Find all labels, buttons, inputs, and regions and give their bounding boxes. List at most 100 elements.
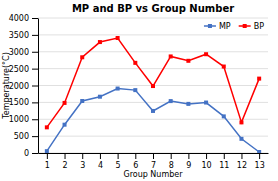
grid-line bbox=[38, 34, 268, 35]
tick-label: 3500 bbox=[9, 31, 29, 40]
tick: 4 bbox=[98, 153, 103, 170]
tick-label: 2 bbox=[62, 161, 67, 170]
tick-label: 1500 bbox=[9, 98, 29, 107]
tick-label: 2500 bbox=[9, 65, 29, 74]
tick-mark bbox=[32, 35, 38, 36]
point-marker bbox=[133, 61, 137, 65]
tick-mark bbox=[171, 153, 172, 159]
tick-mark bbox=[153, 153, 154, 159]
point-marker bbox=[133, 88, 137, 92]
tick-label: 7 bbox=[151, 161, 156, 170]
tick: 2000 bbox=[9, 82, 38, 91]
tick: 0 bbox=[24, 149, 38, 158]
point-marker bbox=[151, 109, 155, 113]
tick-mark bbox=[118, 153, 119, 159]
tick-label: 10 bbox=[201, 161, 211, 170]
tick: 6 bbox=[133, 153, 138, 170]
legend-label: MP bbox=[219, 22, 231, 31]
y-axis: 05001000150020002500300035004000 bbox=[9, 14, 39, 158]
point-marker bbox=[257, 150, 261, 153]
tick-label: 5 bbox=[116, 161, 121, 170]
tick-label: 3000 bbox=[9, 48, 29, 57]
tick-label: 0 bbox=[24, 149, 29, 158]
tick: 1 bbox=[45, 153, 50, 170]
tick-mark bbox=[241, 153, 242, 159]
tick-mark bbox=[259, 153, 260, 159]
tick-label: 9 bbox=[186, 161, 191, 170]
point-marker bbox=[169, 54, 173, 58]
tick-mark bbox=[135, 153, 136, 159]
tick-mark bbox=[32, 153, 38, 154]
tick-label: 2000 bbox=[9, 82, 29, 91]
tick: 3500 bbox=[9, 31, 38, 40]
tick-label: 8 bbox=[169, 161, 174, 170]
tick: 1000 bbox=[9, 115, 38, 124]
grid-line bbox=[38, 136, 268, 137]
grid-line bbox=[38, 51, 268, 52]
tick-label: 500 bbox=[14, 132, 29, 141]
legend-label: BP bbox=[254, 22, 264, 31]
tick: 500 bbox=[14, 132, 38, 141]
point-marker bbox=[63, 123, 67, 127]
tick-mark bbox=[65, 153, 66, 159]
marks bbox=[45, 36, 261, 153]
x-axis-title: Group Number bbox=[123, 170, 183, 179]
legend-marker bbox=[208, 24, 212, 28]
grid-line bbox=[38, 119, 268, 120]
grid-line bbox=[38, 68, 268, 69]
tick: 2 bbox=[62, 153, 67, 170]
point-marker bbox=[169, 99, 173, 103]
axis-line bbox=[38, 19, 39, 154]
tick-mark bbox=[206, 153, 207, 159]
tick-mark bbox=[32, 136, 38, 137]
point-marker bbox=[151, 84, 155, 88]
point-marker bbox=[204, 101, 208, 105]
point-marker bbox=[63, 101, 67, 105]
point-marker bbox=[116, 36, 120, 40]
point-marker bbox=[45, 149, 49, 153]
point-marker bbox=[80, 55, 84, 59]
tick: 5 bbox=[116, 153, 121, 170]
tick-mark bbox=[47, 153, 48, 159]
point-marker bbox=[257, 77, 261, 81]
tick: 8 bbox=[169, 153, 174, 170]
legend: MP BP bbox=[204, 22, 264, 31]
point-marker bbox=[80, 99, 84, 103]
tick: 10 bbox=[201, 153, 211, 170]
point-marker bbox=[204, 52, 208, 56]
tick: 7 bbox=[151, 153, 156, 170]
tick-mark bbox=[32, 86, 38, 87]
point-marker bbox=[116, 87, 120, 91]
y-axis-title: Temperature(°C) bbox=[2, 52, 11, 120]
tick: 13 bbox=[255, 153, 265, 170]
tick-mark bbox=[32, 18, 38, 19]
tick: 3000 bbox=[9, 48, 38, 57]
x-axis: 12345678910111213 bbox=[39, 153, 269, 170]
chart: 1234567891011121305001000150020002500300… bbox=[0, 0, 278, 181]
grid bbox=[38, 18, 268, 153]
point-marker bbox=[239, 120, 243, 124]
tick-mark bbox=[82, 153, 83, 159]
tick-mark bbox=[32, 119, 38, 120]
tick-mark bbox=[224, 153, 225, 159]
tick: 3 bbox=[80, 153, 85, 170]
tick: 11 bbox=[219, 153, 229, 170]
tick-mark bbox=[100, 153, 101, 159]
point-marker bbox=[222, 65, 226, 69]
grid-line bbox=[38, 18, 268, 19]
tick-label: 11 bbox=[219, 161, 229, 170]
legend-marker bbox=[243, 24, 247, 28]
tick: 12 bbox=[237, 153, 247, 170]
tick-label: 4 bbox=[98, 161, 103, 170]
point-marker bbox=[98, 40, 102, 44]
tick-label: 6 bbox=[133, 161, 138, 170]
point-marker bbox=[98, 95, 102, 99]
tick: 1500 bbox=[9, 98, 38, 107]
tick-label: 1000 bbox=[9, 115, 29, 124]
legend-item: BP bbox=[239, 22, 264, 31]
point-marker bbox=[222, 114, 226, 118]
tick-mark bbox=[32, 69, 38, 70]
plot: 1234567891011121305001000150020002500300… bbox=[9, 14, 269, 170]
tick-mark bbox=[32, 52, 38, 53]
point-marker bbox=[239, 137, 243, 141]
